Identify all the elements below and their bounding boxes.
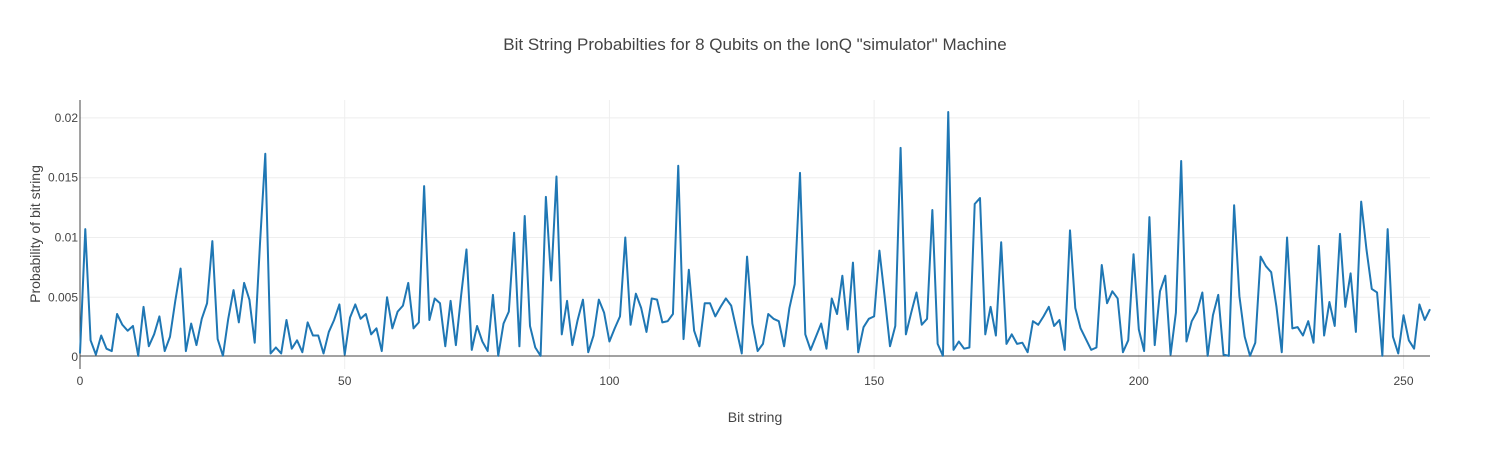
- x-tick-label: 150: [864, 374, 884, 388]
- y-tick-label: 0.015: [48, 171, 78, 185]
- gridlines: [80, 100, 1430, 369]
- x-tick-label: 100: [599, 374, 619, 388]
- series: [79, 110, 1431, 357]
- y-tick-label: 0: [71, 350, 78, 364]
- series-line: [79, 110, 1431, 357]
- x-axis-title: Bit string: [728, 409, 782, 425]
- y-axis-title: Probability of bit string: [27, 165, 43, 303]
- y-tick-label: 0.005: [48, 290, 78, 304]
- x-tick-label: 250: [1394, 374, 1414, 388]
- axes: [79, 100, 1430, 369]
- x-tick-label: 200: [1129, 374, 1149, 388]
- y-tick-labels: 0 0.005 0.01 0.015 0.02: [48, 111, 78, 364]
- y-tick-label: 0.02: [55, 111, 79, 125]
- x-tick-labels: 0 50 100 150 200 250: [77, 374, 1414, 388]
- y-tick-label: 0.01: [55, 230, 79, 244]
- x-tick-label: 0: [77, 374, 84, 388]
- x-tick-label: 50: [338, 374, 352, 388]
- chart-title: Bit String Probabilties for 8 Qubits on …: [503, 35, 1006, 54]
